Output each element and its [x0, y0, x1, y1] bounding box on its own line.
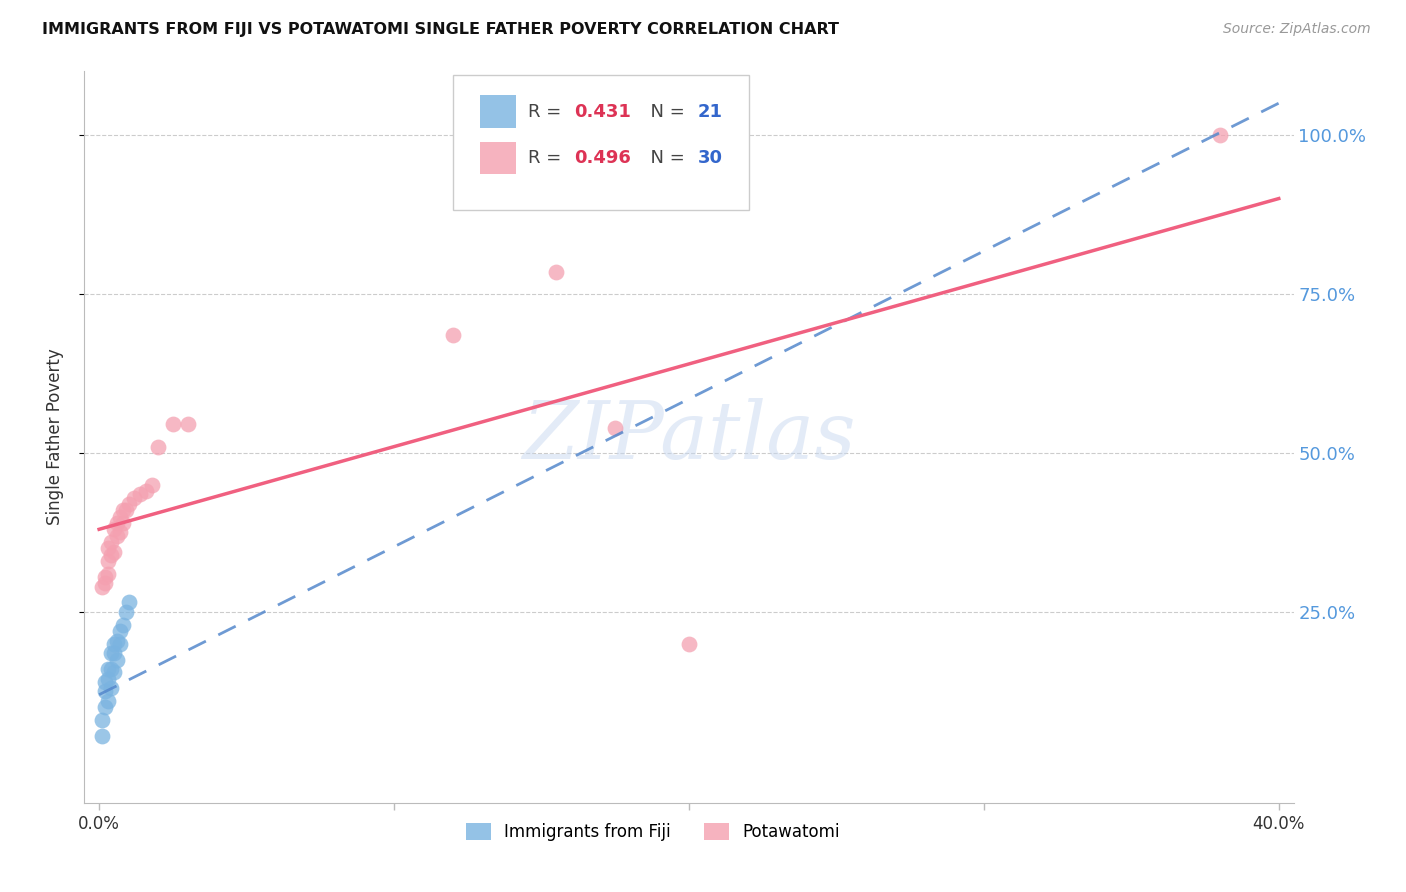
- Point: [94, 576, 117, 591]
- Legend: Immigrants from Fiji, Potawatomi: Immigrants from Fiji, Potawatomi: [457, 814, 848, 849]
- Point: [100, 548, 122, 562]
- Text: R =: R =: [529, 149, 567, 167]
- Text: Source: ZipAtlas.com: Source: ZipAtlas.com: [1223, 22, 1371, 37]
- Point: [100, 681, 122, 696]
- Point: [94, 700, 117, 714]
- Point: [105, 529, 128, 543]
- Bar: [479, 142, 516, 175]
- Point: [108, 509, 131, 524]
- Text: 0.431: 0.431: [574, 103, 631, 121]
- Point: [135, 484, 157, 499]
- Point: [91, 580, 114, 594]
- Point: [97, 672, 120, 686]
- Point: [94, 570, 117, 584]
- Point: [100, 646, 122, 660]
- Point: [441, 328, 464, 343]
- Point: [108, 624, 131, 638]
- Point: [103, 665, 125, 680]
- Point: [105, 653, 128, 667]
- Text: R =: R =: [529, 103, 567, 121]
- Point: [97, 694, 120, 708]
- Point: [141, 477, 163, 491]
- Point: [103, 522, 125, 536]
- Bar: [479, 95, 516, 128]
- Point: [117, 497, 139, 511]
- Point: [605, 420, 627, 434]
- Point: [103, 544, 125, 558]
- Point: [162, 417, 184, 432]
- Text: 21: 21: [697, 103, 723, 121]
- Point: [97, 662, 120, 676]
- Point: [105, 633, 128, 648]
- Text: N =: N =: [640, 103, 690, 121]
- Point: [108, 637, 131, 651]
- Point: [678, 637, 700, 651]
- Point: [146, 440, 169, 454]
- Point: [114, 503, 136, 517]
- Point: [124, 491, 146, 505]
- Point: [129, 487, 152, 501]
- Point: [97, 566, 120, 581]
- Point: [97, 541, 120, 556]
- Text: ZIPatlas: ZIPatlas: [522, 399, 856, 475]
- Point: [103, 637, 125, 651]
- Text: 0.496: 0.496: [574, 149, 631, 167]
- Point: [91, 729, 114, 743]
- Point: [117, 595, 139, 609]
- FancyBboxPatch shape: [453, 75, 749, 211]
- Text: N =: N =: [640, 149, 690, 167]
- Point: [111, 516, 134, 530]
- Point: [111, 617, 134, 632]
- Y-axis label: Single Father Poverty: Single Father Poverty: [45, 349, 63, 525]
- Text: IMMIGRANTS FROM FIJI VS POTAWATOMI SINGLE FATHER POVERTY CORRELATION CHART: IMMIGRANTS FROM FIJI VS POTAWATOMI SINGL…: [42, 22, 839, 37]
- Point: [176, 417, 198, 432]
- Point: [108, 525, 131, 540]
- Point: [100, 662, 122, 676]
- Point: [97, 554, 120, 568]
- Point: [91, 713, 114, 727]
- Point: [114, 605, 136, 619]
- Point: [94, 675, 117, 690]
- Point: [546, 265, 568, 279]
- Point: [1209, 128, 1232, 142]
- Point: [105, 516, 128, 530]
- Text: 30: 30: [697, 149, 723, 167]
- Point: [103, 646, 125, 660]
- Point: [94, 684, 117, 698]
- Point: [111, 503, 134, 517]
- Point: [100, 535, 122, 549]
